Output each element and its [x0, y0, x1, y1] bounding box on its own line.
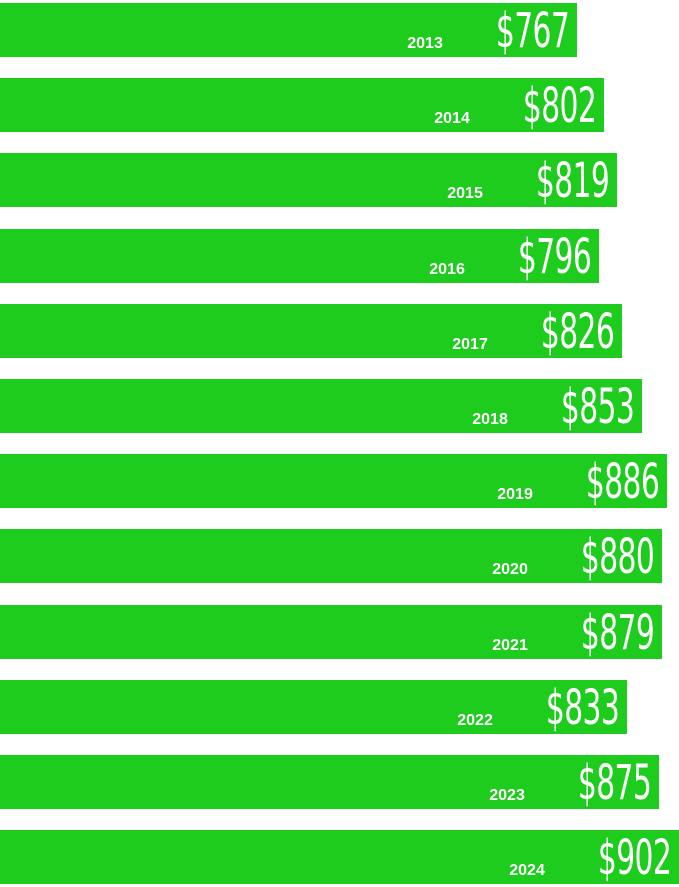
category-label: 2014 [434, 110, 470, 127]
value-label: $886 [585, 454, 660, 510]
bar-labels: 2018 $853 [472, 379, 634, 433]
value-label: $796 [517, 229, 592, 285]
bar-row [0, 454, 667, 508]
bar [0, 755, 659, 809]
bar-row [0, 78, 604, 132]
bar-labels: 2019 $886 [497, 454, 659, 508]
value-label: $853 [560, 379, 635, 435]
bar-row [0, 605, 662, 659]
bar [0, 605, 662, 659]
bar-labels: 2022 $833 [457, 680, 619, 734]
bar-row [0, 680, 627, 734]
category-label: 2019 [497, 486, 533, 503]
bar-labels: 2014 $802 [434, 78, 596, 132]
bar [0, 454, 667, 508]
bar-row [0, 304, 622, 358]
value-label: $802 [522, 78, 597, 134]
value-label: $875 [577, 755, 652, 811]
bar-row [0, 229, 599, 283]
category-label: 2016 [429, 261, 465, 278]
bar-row [0, 153, 617, 207]
bar-row [0, 830, 679, 884]
category-label: 2021 [492, 637, 528, 654]
category-label: 2017 [452, 336, 488, 353]
category-label: 2015 [447, 185, 483, 202]
bar [0, 680, 627, 734]
bar [0, 830, 679, 884]
category-label: 2024 [509, 862, 545, 879]
bar-labels: 2013 $767 [407, 3, 569, 57]
bar [0, 153, 617, 207]
category-label: 2020 [492, 561, 528, 578]
bar-row [0, 529, 662, 583]
bar-labels: 2020 $880 [492, 529, 654, 583]
bar [0, 229, 599, 283]
bar [0, 304, 622, 358]
value-label: $819 [535, 153, 610, 209]
value-label: $767 [495, 3, 570, 59]
bar-labels: 2023 $875 [489, 755, 651, 809]
bar-row [0, 379, 642, 433]
bar [0, 379, 642, 433]
bar-labels: 2016 $796 [429, 229, 591, 283]
bar [0, 529, 662, 583]
category-label: 2023 [489, 787, 525, 804]
bar-labels: 2024 $902 [509, 830, 671, 884]
bar-labels: 2015 $819 [447, 153, 609, 207]
value-label: $826 [540, 304, 615, 360]
bar-row [0, 755, 659, 809]
category-label: 2018 [472, 411, 508, 428]
value-label: $902 [597, 830, 672, 886]
value-label: $880 [580, 529, 655, 585]
category-label: 2013 [407, 35, 443, 52]
value-label: $879 [580, 605, 655, 661]
bar [0, 3, 577, 57]
category-label: 2022 [457, 712, 493, 729]
bar [0, 78, 604, 132]
bar-row [0, 3, 577, 57]
bar-labels: 2021 $879 [492, 605, 654, 659]
bar-labels: 2017 $826 [452, 304, 614, 358]
value-label: $833 [545, 680, 620, 736]
